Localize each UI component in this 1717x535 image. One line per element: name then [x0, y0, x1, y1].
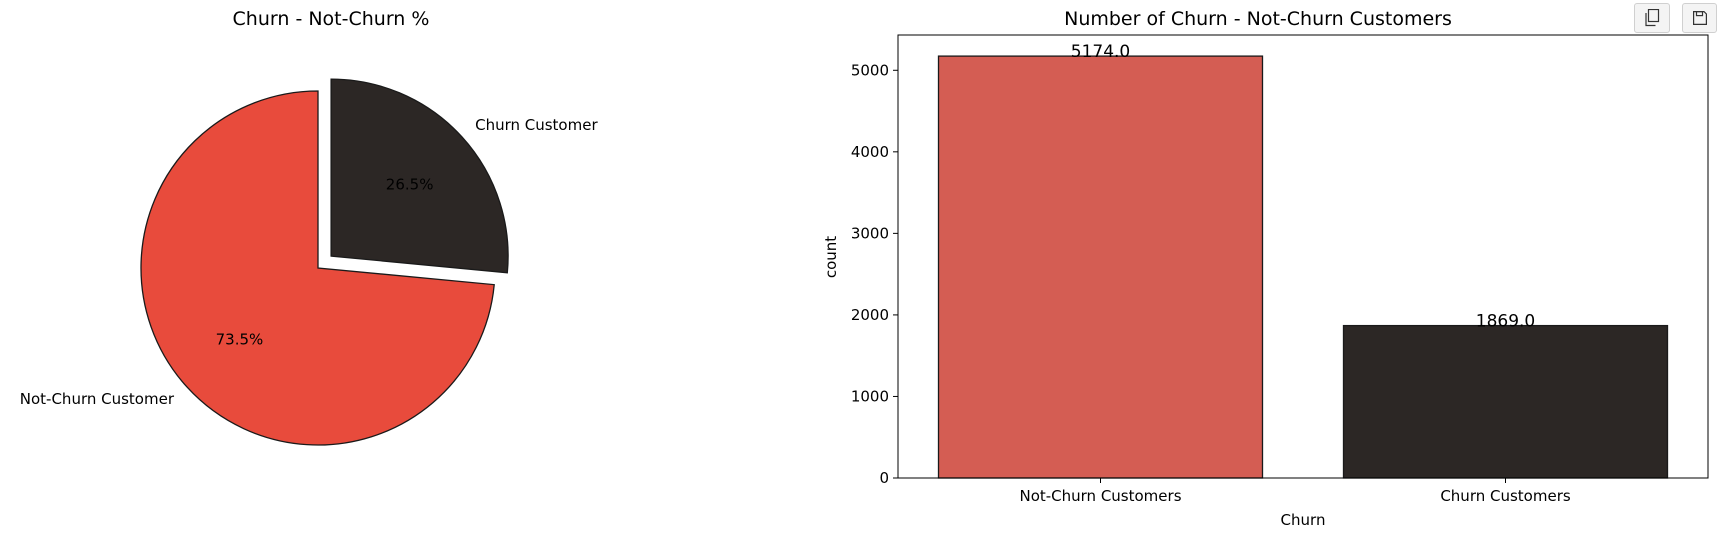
- bar-marks: 5174.0 1869.0: [937, 42, 1669, 479]
- y-tick-label: 0: [879, 469, 889, 487]
- bar-value-label-not-churn-customers: 5174.0: [1071, 42, 1130, 62]
- bar-y-ticks: 0 1000 2000 3000 4000 5000: [851, 61, 898, 487]
- y-tick-label: 3000: [851, 224, 889, 242]
- save-icon: [1692, 11, 1707, 25]
- pie-slices: 73.5% Not-Churn Customer 26.5% Churn Custom…: [20, 78, 598, 446]
- pie-slice-not-churn-customer: [140, 90, 495, 446]
- copy-button[interactable]: [1634, 3, 1670, 33]
- bar-value-label-churn-customers: 1869.0: [1476, 312, 1535, 332]
- save-button[interactable]: [1682, 3, 1717, 33]
- x-tick-label-churn-customers: Churn Customers: [1440, 487, 1571, 505]
- y-tick-label: 4000: [851, 143, 889, 161]
- pie-chart: Churn - Not-Churn % 73.5% Not-Churn Custo…: [20, 8, 598, 446]
- pie-pct-label-not-churn-customer: 73.5%: [216, 330, 264, 348]
- y-tick-label: 5000: [851, 61, 889, 79]
- y-tick-label: 1000: [851, 387, 889, 405]
- pie-slice-churn-customer: [330, 78, 509, 274]
- pie-pct-label-churn-customer: 26.5%: [386, 176, 434, 194]
- copy-icon: [1645, 9, 1660, 27]
- y-tick-label: 2000: [851, 306, 889, 324]
- bar-x-ticks: Not-Churn Customers Churn Customers: [1019, 478, 1571, 505]
- pie-title: Churn - Not-Churn %: [233, 8, 430, 30]
- pie-label-not-churn-customer: Not-Churn Customer: [20, 390, 175, 408]
- bar-churn-customers: [1342, 324, 1669, 479]
- bar-chart: Number of Churn - Not-Churn Customers 51…: [822, 8, 1709, 529]
- bar-axes-frame: [897, 34, 1709, 479]
- pie-label-churn-customer: Churn Customer: [475, 116, 598, 134]
- bar-title: Number of Churn - Not-Churn Customers: [1064, 8, 1452, 30]
- x-tick-label-not-churn-customers: Not-Churn Customers: [1019, 487, 1181, 505]
- bar-not-churn-customers: [937, 55, 1264, 479]
- bar-xlabel: Churn: [1281, 511, 1326, 529]
- bar-ylabel: count: [822, 236, 840, 278]
